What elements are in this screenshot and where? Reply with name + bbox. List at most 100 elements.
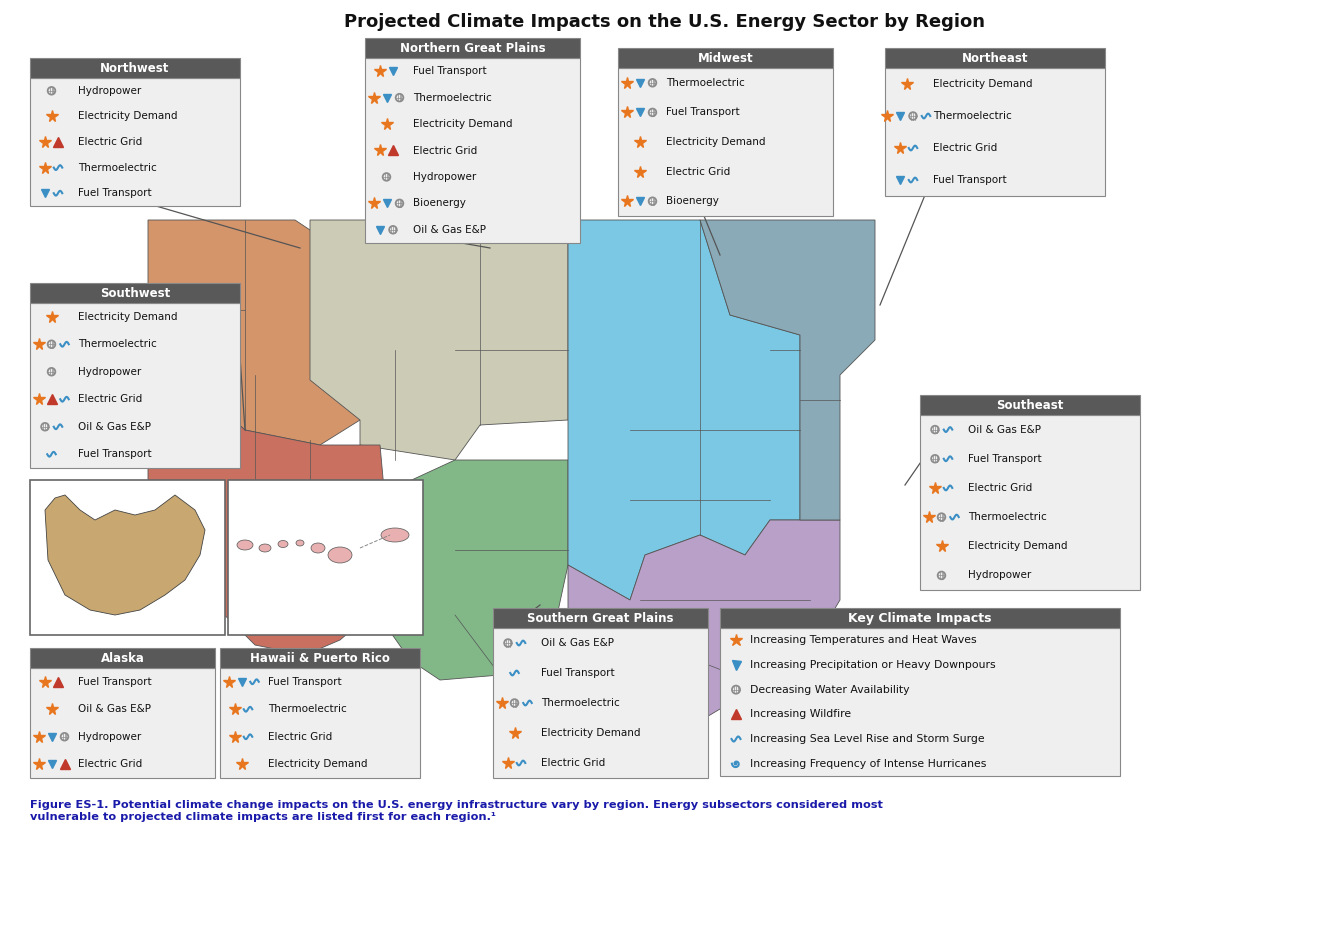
Text: Electric Grid: Electric Grid bbox=[78, 137, 142, 147]
Text: Thermoelectric: Thermoelectric bbox=[968, 512, 1047, 522]
Text: Electric Grid: Electric Grid bbox=[269, 732, 332, 742]
Ellipse shape bbox=[297, 540, 305, 546]
Text: Fuel Transport: Fuel Transport bbox=[666, 108, 739, 117]
Text: Increasing Sea Level Rise and Storm Surge: Increasing Sea Level Rise and Storm Surg… bbox=[750, 734, 984, 744]
FancyBboxPatch shape bbox=[618, 68, 833, 216]
Text: Electricity Demand: Electricity Demand bbox=[78, 312, 177, 322]
Text: Hawaii & Puerto Rico: Hawaii & Puerto Rico bbox=[250, 652, 390, 664]
Text: Northern Great Plains: Northern Great Plains bbox=[400, 42, 545, 55]
Text: Oil & Gas E&P: Oil & Gas E&P bbox=[968, 425, 1041, 434]
Ellipse shape bbox=[259, 544, 271, 552]
Text: Hydropower: Hydropower bbox=[414, 172, 476, 182]
FancyBboxPatch shape bbox=[31, 283, 239, 303]
FancyBboxPatch shape bbox=[884, 68, 1105, 196]
Text: Oil & Gas E&P: Oil & Gas E&P bbox=[541, 638, 614, 648]
Text: Southeast: Southeast bbox=[996, 398, 1064, 412]
Polygon shape bbox=[45, 495, 205, 615]
Text: Southern Great Plains: Southern Great Plains bbox=[527, 611, 674, 624]
FancyBboxPatch shape bbox=[720, 608, 1120, 628]
FancyBboxPatch shape bbox=[493, 628, 708, 778]
FancyBboxPatch shape bbox=[219, 648, 420, 668]
Text: Hydropower: Hydropower bbox=[78, 367, 141, 377]
Ellipse shape bbox=[278, 540, 289, 548]
Text: Oil & Gas E&P: Oil & Gas E&P bbox=[78, 704, 152, 714]
Text: Fuel Transport: Fuel Transport bbox=[968, 454, 1041, 464]
Polygon shape bbox=[700, 220, 875, 520]
Text: Oil & Gas E&P: Oil & Gas E&P bbox=[78, 422, 152, 431]
Polygon shape bbox=[375, 460, 568, 680]
Text: Thermoelectric: Thermoelectric bbox=[414, 93, 492, 103]
Text: Fuel Transport: Fuel Transport bbox=[269, 676, 342, 687]
Text: Thermoelectric: Thermoelectric bbox=[666, 78, 745, 88]
Text: Bioenergy: Bioenergy bbox=[666, 196, 720, 206]
Text: Hydropower: Hydropower bbox=[78, 86, 141, 96]
Text: Electricity Demand: Electricity Demand bbox=[414, 119, 512, 129]
Text: Electricity Demand: Electricity Demand bbox=[78, 112, 177, 121]
Text: Thermoelectric: Thermoelectric bbox=[934, 111, 1012, 121]
Text: Electricity Demand: Electricity Demand bbox=[541, 728, 641, 738]
Text: Fuel Transport: Fuel Transport bbox=[541, 668, 614, 678]
Text: Thermoelectric: Thermoelectric bbox=[269, 704, 347, 714]
Text: Hydropower: Hydropower bbox=[968, 570, 1031, 581]
FancyBboxPatch shape bbox=[227, 480, 423, 635]
Text: Increasing Wildfire: Increasing Wildfire bbox=[750, 710, 851, 719]
Text: Figure ES-1. Potential climate change impacts on the U.S. energy infrastructure : Figure ES-1. Potential climate change im… bbox=[31, 800, 883, 821]
Text: Increasing Temperatures and Heat Waves: Increasing Temperatures and Heat Waves bbox=[750, 636, 976, 645]
Text: Bioenergy: Bioenergy bbox=[414, 199, 465, 208]
FancyBboxPatch shape bbox=[31, 480, 225, 635]
Polygon shape bbox=[568, 520, 841, 735]
FancyBboxPatch shape bbox=[884, 48, 1105, 68]
Text: Electric Grid: Electric Grid bbox=[934, 143, 998, 153]
Text: Thermoelectric: Thermoelectric bbox=[78, 163, 157, 172]
Text: Northwest: Northwest bbox=[100, 61, 170, 75]
Text: Fuel Transport: Fuel Transport bbox=[78, 449, 152, 459]
Ellipse shape bbox=[237, 540, 253, 550]
FancyBboxPatch shape bbox=[31, 303, 239, 468]
Text: Electricity Demand: Electricity Demand bbox=[968, 541, 1068, 552]
Text: Alaska: Alaska bbox=[101, 652, 145, 664]
Text: Fuel Transport: Fuel Transport bbox=[414, 66, 487, 77]
FancyBboxPatch shape bbox=[720, 628, 1120, 776]
Text: Electricity Demand: Electricity Demand bbox=[666, 137, 766, 147]
Polygon shape bbox=[310, 220, 568, 460]
Text: Decreasing Water Availability: Decreasing Water Availability bbox=[750, 685, 910, 694]
Text: Northeast: Northeast bbox=[962, 51, 1028, 64]
Text: Oil & Gas E&P: Oil & Gas E&P bbox=[414, 225, 485, 235]
Text: Increasing Precipitation or Heavy Downpours: Increasing Precipitation or Heavy Downpo… bbox=[750, 660, 996, 670]
Polygon shape bbox=[148, 220, 360, 445]
FancyBboxPatch shape bbox=[920, 415, 1140, 590]
Text: Fuel Transport: Fuel Transport bbox=[78, 188, 152, 199]
Text: Fuel Transport: Fuel Transport bbox=[934, 175, 1007, 185]
Ellipse shape bbox=[380, 528, 410, 542]
Ellipse shape bbox=[329, 547, 352, 563]
Text: Thermoelectric: Thermoelectric bbox=[78, 340, 157, 349]
FancyBboxPatch shape bbox=[920, 395, 1140, 415]
FancyBboxPatch shape bbox=[31, 78, 239, 206]
Text: Electric Grid: Electric Grid bbox=[968, 482, 1032, 493]
Text: Electric Grid: Electric Grid bbox=[78, 394, 142, 404]
FancyBboxPatch shape bbox=[618, 48, 833, 68]
Text: Electricity Demand: Electricity Demand bbox=[269, 760, 367, 769]
Text: Midwest: Midwest bbox=[698, 51, 753, 64]
Text: Electricity Demand: Electricity Demand bbox=[934, 79, 1032, 89]
Text: Increasing Frequency of Intense Hurricanes: Increasing Frequency of Intense Hurrican… bbox=[750, 759, 987, 769]
Text: Electric Grid: Electric Grid bbox=[666, 166, 730, 177]
Text: Hydropower: Hydropower bbox=[78, 732, 141, 742]
Text: Southwest: Southwest bbox=[100, 287, 170, 300]
FancyBboxPatch shape bbox=[493, 608, 708, 628]
FancyBboxPatch shape bbox=[219, 668, 420, 778]
Text: Thermoelectric: Thermoelectric bbox=[541, 698, 620, 708]
FancyBboxPatch shape bbox=[31, 668, 215, 778]
FancyBboxPatch shape bbox=[31, 648, 215, 668]
FancyBboxPatch shape bbox=[364, 58, 580, 243]
Text: Key Climate Impacts: Key Climate Impacts bbox=[849, 611, 992, 624]
Text: Projected Climate Impacts on the U.S. Energy Sector by Region: Projected Climate Impacts on the U.S. En… bbox=[344, 13, 986, 31]
Ellipse shape bbox=[311, 543, 325, 553]
Text: Fuel Transport: Fuel Transport bbox=[78, 676, 152, 687]
Text: Electric Grid: Electric Grid bbox=[414, 146, 477, 155]
Polygon shape bbox=[148, 375, 390, 655]
FancyBboxPatch shape bbox=[364, 38, 580, 58]
Text: Electric Grid: Electric Grid bbox=[78, 760, 142, 769]
Text: Electric Grid: Electric Grid bbox=[541, 758, 605, 768]
FancyBboxPatch shape bbox=[31, 58, 239, 78]
